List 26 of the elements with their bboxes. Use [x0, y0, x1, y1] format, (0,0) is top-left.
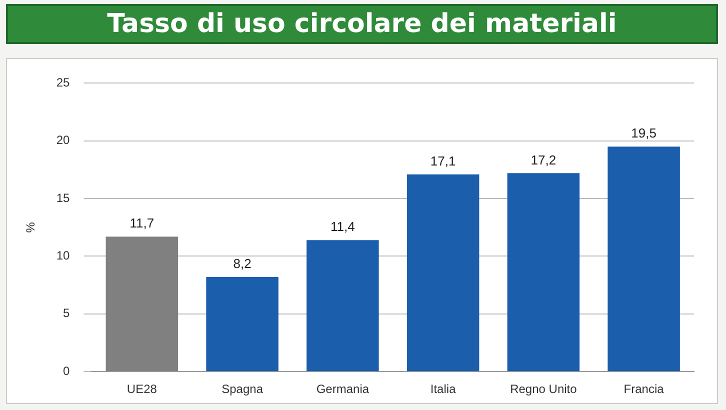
- y-tick-label: 25: [56, 76, 70, 90]
- y-tick-label: 5: [63, 306, 70, 320]
- data-label: 17,2: [530, 152, 556, 168]
- data-label: 19,5: [631, 126, 656, 141]
- bar: [206, 277, 278, 372]
- bar: [306, 240, 379, 372]
- y-axis-title: %: [24, 222, 38, 233]
- chart-title: Tasso di uso circolare dei materiali: [6, 4, 718, 44]
- y-tick-label: 20: [56, 133, 70, 148]
- y-tick-label: 15: [56, 190, 70, 205]
- bar: [507, 173, 580, 372]
- data-label: 11,4: [330, 219, 355, 234]
- x-tick-label: Italia: [430, 382, 456, 396]
- bar: [608, 146, 680, 372]
- x-tick-label: UE28: [126, 382, 158, 396]
- y-tick-label: 0: [63, 364, 70, 378]
- bar: [406, 174, 480, 372]
- bar: [106, 236, 178, 372]
- x-tick-label: Regno Unito: [510, 382, 578, 396]
- y-tick-label: 10: [56, 248, 70, 263]
- x-tick-label: Germania: [316, 382, 370, 396]
- data-label: 11,7: [130, 216, 154, 231]
- x-tick-label: Spagna: [222, 382, 264, 396]
- data-label: 17,1: [430, 153, 456, 168]
- x-tick-label: Francia: [624, 382, 664, 396]
- data-label: 8,2: [233, 256, 252, 272]
